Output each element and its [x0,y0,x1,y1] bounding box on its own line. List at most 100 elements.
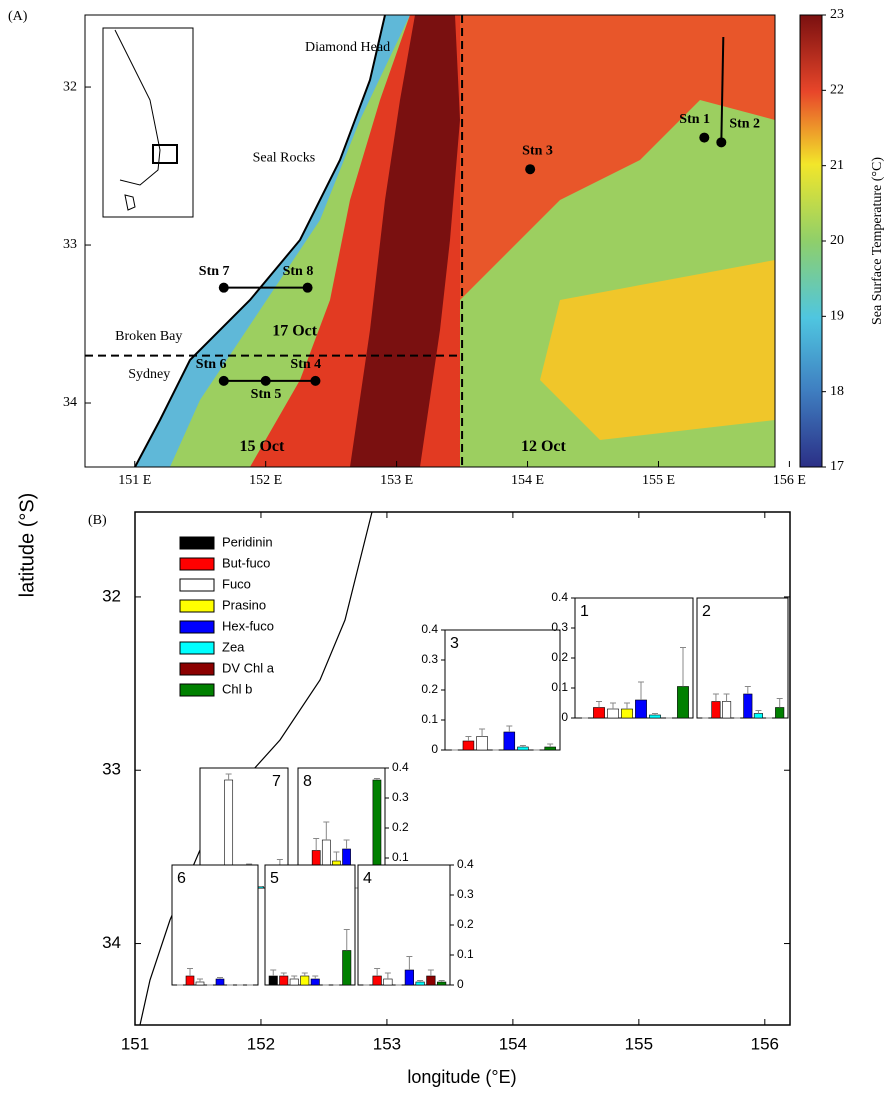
inset-y-tick-label: 0.3 [551,620,568,634]
bar [544,746,556,751]
station [260,375,271,386]
error-bar [270,969,277,976]
station [302,282,313,293]
station-label: Stn 1 [679,112,710,127]
inset-frame [264,864,356,986]
x-tick-label: 153 [373,1034,401,1053]
place-label: Broken Bay [115,329,182,344]
y-tick-label: 34 [102,933,121,952]
legend-label: DV Chl a [222,660,275,675]
x-tick-label: 152 E [249,473,282,488]
bar [195,981,205,986]
bar [289,978,299,986]
error-bar [374,968,381,976]
bar [607,708,619,719]
bar [279,975,289,986]
error-bar [323,821,330,840]
bar [310,978,320,986]
inset-y-tick-label: 0.2 [551,650,568,664]
bar [426,975,436,986]
colorbar-tick-label: 20 [830,233,844,248]
inset-y-tick-label: 0.4 [392,760,409,774]
inset-label: 4 [363,870,372,887]
bar [517,746,529,751]
panel-label: (B) [88,513,107,528]
station [716,137,727,148]
error-bar [680,647,686,687]
bar [404,969,414,986]
inset-label: 6 [177,870,186,887]
inset-frame [574,597,694,719]
inset-frame [357,864,451,986]
x-tick-label: 156 [751,1034,779,1053]
x-axis-label: longitude (°E) [407,1067,516,1087]
bar [342,950,352,986]
legend-label: But-fuco [222,555,270,570]
bar [711,701,721,719]
inset-label: 7 [272,773,281,790]
inset-y-tick-label: 0.3 [457,887,474,901]
legend-swatch [179,536,215,550]
error-bar [776,698,783,708]
error-bar [506,725,513,732]
error-bar [438,980,445,982]
station [310,375,321,386]
colorbar-tick-label: 23 [830,7,844,22]
legend-label: Chl b [222,681,252,696]
locator-map [102,27,194,218]
date-label: 15 Oct [239,438,285,455]
legend-label: Hex-fuco [222,618,274,633]
legend-swatch [179,578,215,592]
bar [677,686,689,719]
error-bar [638,681,644,700]
error-bar [723,693,730,702]
legend-label: Fuco [222,576,251,591]
bar [649,714,661,719]
inset-y-tick-label: 0.2 [392,820,409,834]
bar [621,708,633,719]
x-tick-label: 151 E [118,473,151,488]
x-tick-label: 152 [247,1034,275,1053]
inset-y-tick-label: 0.1 [551,680,568,694]
error-bar [373,778,380,780]
bar [635,699,647,719]
legend-swatch [179,662,215,676]
colorbar [799,14,823,468]
legend-swatch [179,641,215,655]
inset-y-tick-label: 0.3 [421,652,438,666]
ship-track [720,36,725,143]
error-bar [624,702,630,709]
bar [437,981,447,986]
error-bar [652,713,658,715]
legend-label: Zea [222,639,245,654]
x-tick-label: 154 [499,1034,527,1053]
inset-y-tick-label: 0.4 [421,622,438,636]
legend-swatch [179,620,215,634]
bar [462,740,475,751]
inset-label: 8 [303,773,312,790]
bar [372,975,382,986]
y-tick-label: 33 [102,760,121,779]
error-bar [291,975,298,979]
inset-y-tick-label: 0.4 [551,590,568,604]
x-tick-label: 151 [121,1034,149,1053]
error-bar [280,972,287,976]
sst-field [85,15,775,467]
bar [383,978,393,986]
error-bar [712,693,719,702]
colorbar-tick-label: 22 [830,83,844,98]
station-label: Stn 4 [290,357,321,372]
error-bar [384,972,391,979]
inset-y-tick-label: 0.2 [421,682,438,696]
error-bar [755,710,762,714]
error-bar [313,838,320,851]
y-tick-label: 32 [102,586,121,605]
error-bar [596,701,602,708]
y-tick-label: 33 [63,237,77,252]
inset-y-tick-label: 0 [457,977,464,991]
station-label: Stn 8 [283,264,314,279]
error-bar [312,975,319,979]
bar [476,736,488,751]
inset-y-tick-label: 0.1 [421,712,438,726]
colorbar-tick-label: 21 [830,158,844,173]
